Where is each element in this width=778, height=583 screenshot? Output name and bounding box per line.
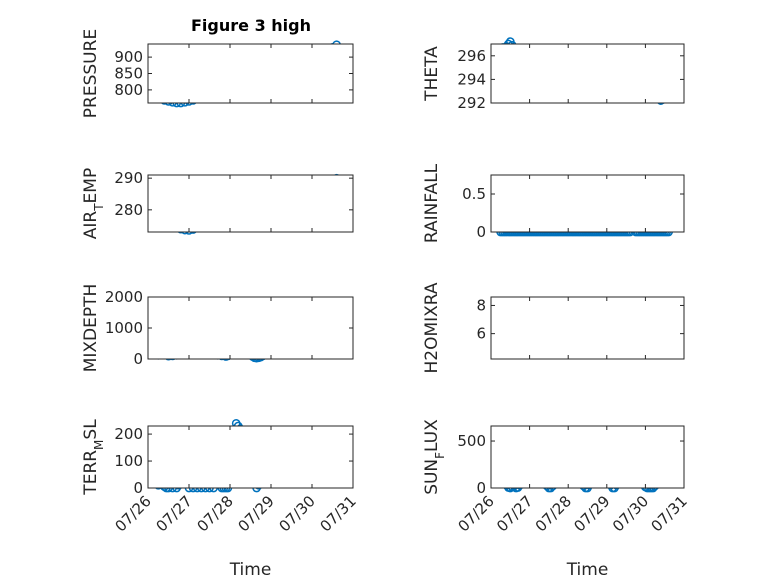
y-tick-label: 850 [114,65,143,83]
x-tick-label: 07/30 [609,492,652,535]
panel-h2omixra: 6 8 H2OMIXRA [422,282,685,374]
y-axis-label: MIXDEPTH [81,284,101,373]
x-tick-label: 07/29 [235,492,278,535]
axes-box [490,43,685,104]
y-axis-label: H2OMIXRA [422,282,442,373]
x-tick-label: 07/28 [194,492,237,535]
y-axis-label: TERRMSL [81,419,106,496]
panel-rainfall: 0 0.5 RAINFALL [422,163,685,243]
panel-theta: 292 294 296 THETA [422,37,685,112]
y-tick-label: 900 [114,48,143,66]
figure-title: Figure 3 high [191,16,311,35]
x-tick-label: 07/26 [112,492,155,535]
y-tick-label: 0 [133,350,143,368]
x-axis-label: Time [229,560,272,580]
y-tick-label: 800 [114,81,143,99]
axes-box [147,174,354,233]
axes-box [490,174,685,233]
axes-box [147,296,354,360]
y-axis-label: THETA [422,46,442,102]
axes-box [490,425,685,489]
x-tick-label: 07/29 [570,492,613,535]
y-axis-label: PRESSURE [81,29,101,118]
y-tick-label: 294 [457,70,486,88]
panel-air-temp: 280 290 AIRTEMP [81,168,354,239]
x-tick-label: 07/31 [317,492,360,535]
y-tick-label: 296 [457,47,486,65]
y-tick-label: 2000 [105,288,143,306]
y-tick-label: 280 [114,201,143,219]
y-tick-label: 100 [114,452,143,470]
y-axis-label: SUNFLUX [422,419,447,495]
y-axis-label: AIRTEMP [81,168,106,239]
x-tick-label: 07/27 [493,492,536,535]
y-tick-label: 6 [476,325,486,343]
y-axis-label: RAINFALL [422,163,442,243]
y-tick-label: 290 [114,169,143,187]
x-tick-label: 07/30 [276,492,319,535]
axes-box [147,43,354,104]
x-tick-label: 07/31 [648,492,691,535]
y-tick-label: 0 [133,479,143,497]
y-tick-label: 0 [476,479,486,497]
y-tick-label: 500 [457,432,486,450]
x-tick-label: 07/28 [532,492,575,535]
x-axis-label: Time [566,560,609,580]
x-tick-label: 07/27 [153,492,196,535]
y-tick-label: 0.5 [462,185,486,203]
y-tick-label: 0 [476,223,486,241]
axes-box [490,296,685,360]
y-tick-label: 200 [114,425,143,443]
y-tick-label: 292 [457,94,486,112]
axes-box [147,425,354,489]
y-tick-label: 8 [476,296,486,314]
x-tick-label: 07/26 [455,492,498,535]
y-tick-label: 1000 [105,319,143,337]
